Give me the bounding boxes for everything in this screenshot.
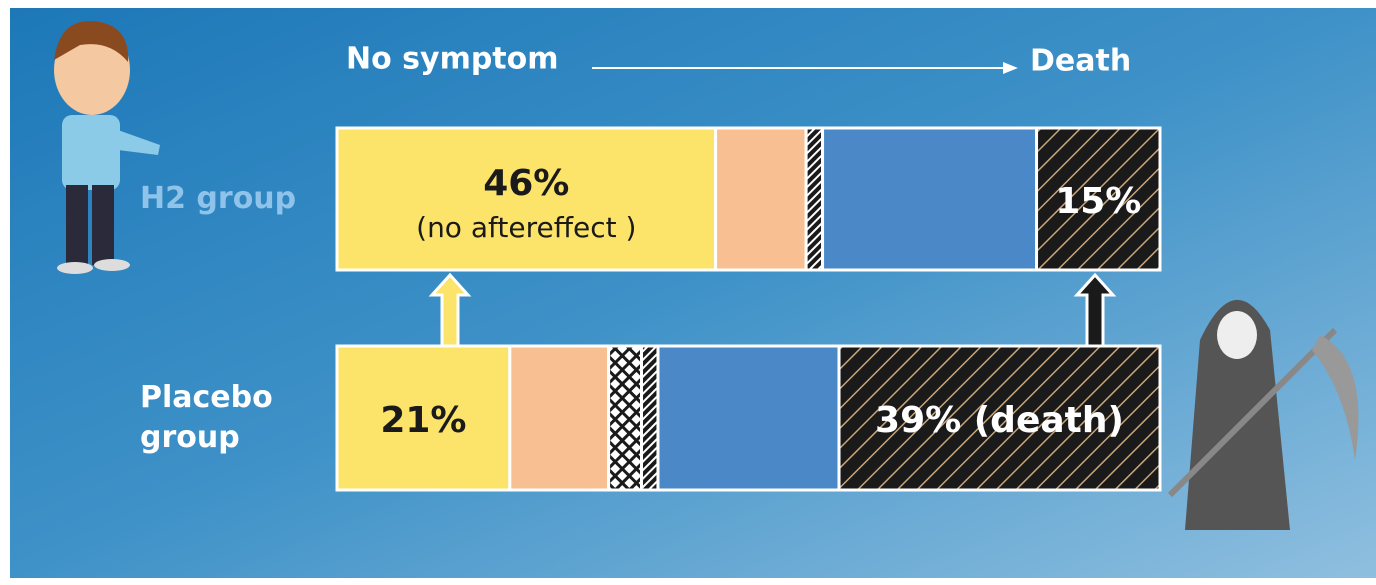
bar-segment <box>335 344 512 492</box>
bar-segment <box>335 126 718 272</box>
bar-segment <box>1035 126 1162 272</box>
bar-segment <box>837 344 1162 492</box>
category-label-box: Placebo group <box>140 379 273 456</box>
data-label: 39% (death) <box>875 400 1124 441</box>
bar-segment <box>656 344 841 492</box>
man-figure <box>54 21 160 274</box>
bar-segment <box>508 344 611 492</box>
bar-segment <box>607 344 644 492</box>
category-label-box: H2 group <box>140 180 297 216</box>
scale-arrow-head <box>1003 62 1018 74</box>
bar-segment <box>714 126 808 272</box>
reaper-figure <box>1167 299 1359 530</box>
data-label: 46% <box>483 163 569 204</box>
bar-segment <box>821 126 1039 272</box>
data-label: 21% <box>380 400 466 441</box>
scale-end-label: Death <box>1030 44 1131 79</box>
category-label: H2 group <box>140 180 297 216</box>
category-label: Placebo group <box>140 379 273 456</box>
bar-segment <box>640 344 660 492</box>
annotation: (no aftereffect ) <box>416 211 636 244</box>
bar-segment <box>804 126 825 272</box>
data-label: 15% <box>1055 181 1141 222</box>
scale-start-label: No symptom <box>346 42 559 77</box>
